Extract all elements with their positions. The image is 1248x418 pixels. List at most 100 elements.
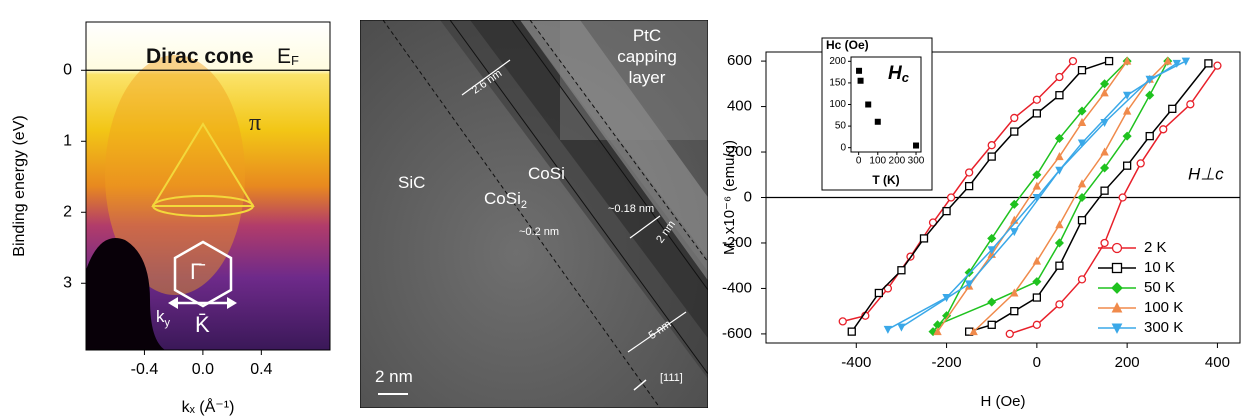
x-tick-label: -200 <box>932 354 962 371</box>
marker <box>898 267 905 274</box>
marker <box>921 235 928 242</box>
marker <box>1119 194 1126 201</box>
legend-label: 100 K <box>1144 299 1183 316</box>
y-tick-label: 0 <box>63 61 72 78</box>
marker <box>848 328 855 335</box>
annotation: CoSi <box>528 164 565 183</box>
marker <box>987 298 996 307</box>
marker <box>1011 114 1018 121</box>
annotation-sub: c <box>902 70 910 85</box>
annotation: K̄ <box>195 312 210 337</box>
tem-panel: PtC capping layer 2.6 nm CoSi CoSi2 ~0.1… <box>360 20 860 408</box>
legend-marker <box>1111 282 1123 294</box>
marker <box>1011 128 1018 135</box>
marker <box>1101 239 1108 246</box>
x-axis-label: H (Oe) <box>981 393 1026 410</box>
marker <box>943 208 950 215</box>
marker <box>1146 133 1153 140</box>
marker <box>1169 105 1176 112</box>
annotation: 2 nm <box>375 367 413 386</box>
x-axis-label: T (K) <box>872 173 899 187</box>
annotation: CoSi2 <box>484 189 527 210</box>
x-tick-label: -0.4 <box>131 361 159 378</box>
x-tick-label: 0.4 <box>250 361 272 378</box>
y-tick-label: 3 <box>63 274 72 291</box>
marker <box>1106 58 1113 65</box>
annotation: SiC <box>398 173 425 192</box>
annotation-text: π <box>249 110 261 136</box>
marker <box>1056 92 1063 99</box>
annotation: H⊥c <box>1188 164 1224 183</box>
marker <box>1079 217 1086 224</box>
marker <box>966 183 973 190</box>
marker <box>1033 294 1040 301</box>
marker <box>1032 277 1041 286</box>
legend-marker <box>1113 264 1122 273</box>
marker <box>965 280 973 288</box>
x-tick-label: 400 <box>1205 354 1230 371</box>
y-tick-label: 0 <box>744 188 752 205</box>
legend-label: 2 K <box>1144 239 1167 256</box>
marker <box>1033 96 1040 103</box>
annotation: π <box>249 110 261 136</box>
x-tick-label: 0.0 <box>192 361 214 378</box>
legend-label: 50 K <box>1144 279 1175 296</box>
marker <box>988 153 995 160</box>
y-tick-label: 0 <box>840 142 846 153</box>
y-tick-label: 1 <box>63 132 72 149</box>
annotation: ~0.2 nm <box>519 226 559 238</box>
point <box>913 143 919 149</box>
marker <box>1079 67 1086 74</box>
y-tick-label: -400 <box>722 279 752 296</box>
marker <box>1182 58 1190 66</box>
y-tick-label: 400 <box>727 98 752 115</box>
marker <box>1055 238 1064 247</box>
annotation-text: [111] <box>660 372 683 384</box>
marker <box>987 234 996 243</box>
marker <box>1006 330 1013 337</box>
point <box>858 78 864 84</box>
annotation-text: Dirac cone <box>146 45 253 68</box>
x-tick-label: 100 <box>869 156 886 167</box>
marker <box>839 318 846 325</box>
y-tick-label: 150 <box>829 78 846 89</box>
marker <box>897 324 905 332</box>
marker <box>1160 126 1167 133</box>
figure: Dirac cone EF π Γ̄ K̄ ky PtC capping lay… <box>0 0 1248 418</box>
y-tick-label: 100 <box>829 99 846 110</box>
x-tick-label: 0 <box>1033 354 1041 371</box>
marker <box>1055 220 1063 228</box>
marker <box>1056 74 1063 81</box>
point <box>875 119 881 125</box>
legend-label: 10 K <box>1144 259 1175 276</box>
legend-label: 300 K <box>1144 319 1183 336</box>
marker <box>948 194 955 201</box>
x-axis-label: kₓ (Å⁻¹) <box>182 397 235 416</box>
marker <box>1137 160 1144 167</box>
point <box>865 102 871 108</box>
y-axis-label: Binding energy (eV) <box>11 115 28 256</box>
marker <box>1011 308 1018 315</box>
annotation-text: ~0.18 nm <box>608 203 654 215</box>
annotation-text: capping <box>617 47 677 66</box>
annotation-text: ~0.2 nm <box>519 226 559 238</box>
marker <box>1069 58 1076 65</box>
marker <box>1100 147 1108 155</box>
annotation-text: K̄ <box>195 312 210 337</box>
marker <box>1079 276 1086 283</box>
y-tick-label: -600 <box>722 325 752 342</box>
annotation-text: 2 nm <box>375 367 413 386</box>
annotation: PtC <box>633 26 661 45</box>
marker <box>1033 110 1040 117</box>
series-line <box>938 61 1128 332</box>
marker <box>988 142 995 149</box>
marker <box>1033 321 1040 328</box>
marker <box>875 289 882 296</box>
point <box>856 68 862 74</box>
annotation-text: CoSi <box>484 189 521 208</box>
annotation: Dirac cone <box>146 45 253 68</box>
annotation-text: CoSi <box>528 164 565 183</box>
annotation-text: layer <box>629 68 666 87</box>
y-axis-label: M, x10⁻⁶ (emu/g) <box>721 140 738 255</box>
marker <box>1124 162 1131 169</box>
